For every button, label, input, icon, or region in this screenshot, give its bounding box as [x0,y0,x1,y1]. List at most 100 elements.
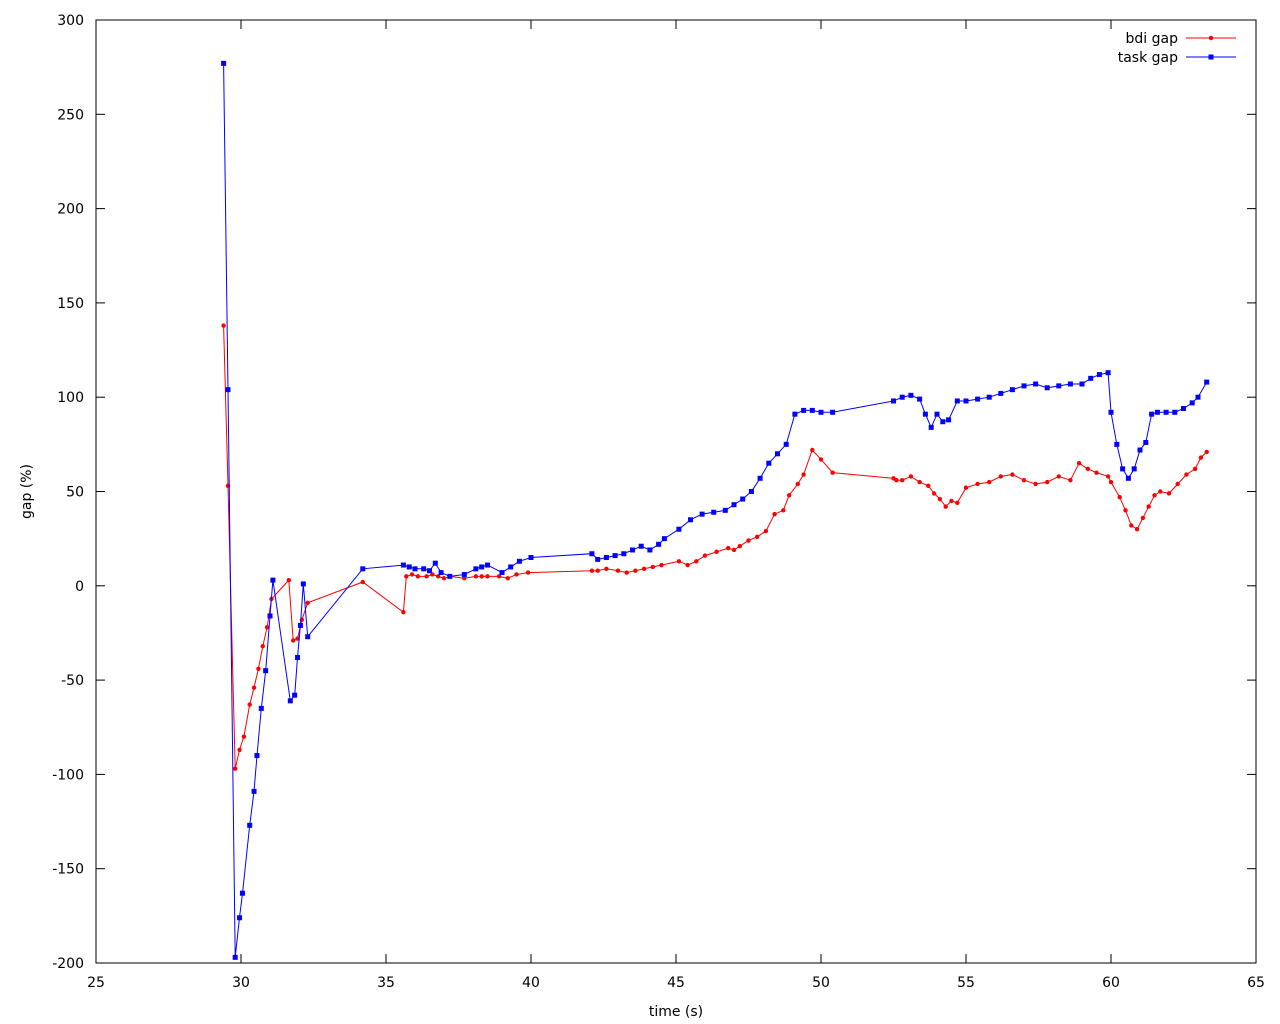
data-point [589,568,595,573]
data-point [291,638,296,643]
data-point [1184,472,1189,477]
data-point [305,600,310,605]
y-tick-label: 0 [75,579,84,595]
data-point [1131,466,1137,472]
data-point [1137,447,1143,453]
data-point [516,558,522,564]
data-point [986,394,992,400]
data-point [263,668,269,674]
x-tick-label: 45 [667,975,685,991]
axis-ticks: 25 30 35 40 45 50 55 60 65 -200 -150 -100 -50 0 50 100 1… [52,13,1265,991]
data-point [612,553,618,559]
data-point [432,560,438,566]
data-point [1056,383,1062,389]
data-point [260,643,265,649]
data-point [305,634,311,640]
data-point [931,491,937,496]
series-bdi-gap [221,323,1209,771]
data-point [1108,479,1114,485]
plot-frame [95,19,1257,964]
series-layer [221,60,1210,960]
series-task-gap [221,60,1210,960]
data-point [1189,400,1195,406]
data-point [781,508,786,513]
data-point [1163,409,1169,415]
data-point [462,576,467,581]
data-point [499,570,505,576]
data-point [508,564,514,570]
data-point [295,654,301,660]
data-point [1009,387,1015,393]
y-tick-label: -150 [52,862,84,878]
data-point [1125,475,1131,481]
data-point [1192,466,1198,472]
data-point [1143,439,1149,445]
data-point [1195,394,1201,400]
data-point [917,396,923,402]
data-point [247,822,253,828]
data-point [940,419,946,425]
data-point [949,498,954,504]
x-tick-label: 25 [87,975,105,991]
data-point [496,574,502,579]
data-point [1172,409,1178,415]
data-point [656,541,662,547]
data-point [786,493,792,498]
data-point [891,398,896,404]
x-axis-label: time (s) [649,1004,703,1020]
data-point [661,536,667,542]
data-point [737,543,742,549]
x-tick-label: 40 [522,975,540,991]
data-point [726,545,731,551]
data-point [286,577,292,583]
data-point [615,568,621,573]
data-point [900,477,905,483]
data-point [955,500,960,506]
data-point [1076,461,1082,466]
data-point [688,517,693,523]
data-point [801,407,807,413]
data-point [473,566,479,572]
data-point [766,460,772,466]
data-point [1175,481,1180,487]
data-point [256,666,261,671]
data-point [264,625,270,630]
data-point [1204,449,1209,455]
data-point [711,509,717,515]
data-point [430,572,435,577]
data-point [406,564,412,570]
y-tick-label: 250 [57,107,84,123]
data-point [650,564,655,570]
data-point [624,570,629,575]
data-point [1198,455,1204,460]
data-point [975,396,981,402]
legend-swatch-marker [1208,35,1214,41]
legend-swatch-marker [1208,54,1214,60]
data-point [595,568,600,573]
data-point [1134,527,1140,532]
data-point [360,579,365,585]
data-point [239,890,245,896]
data-point [699,511,705,517]
data-point [676,559,682,564]
data-point [810,447,815,453]
data-point [525,570,531,575]
y-tick-label: -100 [52,767,84,783]
data-point [746,538,751,543]
data-point [818,409,824,415]
data-point [603,555,609,561]
data-point [251,788,257,794]
y-tick-label: 300 [57,13,84,29]
data-point [757,475,763,481]
data-point [1094,470,1099,475]
data-point [954,398,960,404]
data-point [436,574,441,579]
data-point [479,574,484,579]
data-point [1204,379,1210,385]
x-tick-label: 65 [1247,975,1265,991]
data-point [638,543,644,549]
data-point [1085,466,1091,472]
data-point [258,705,264,711]
